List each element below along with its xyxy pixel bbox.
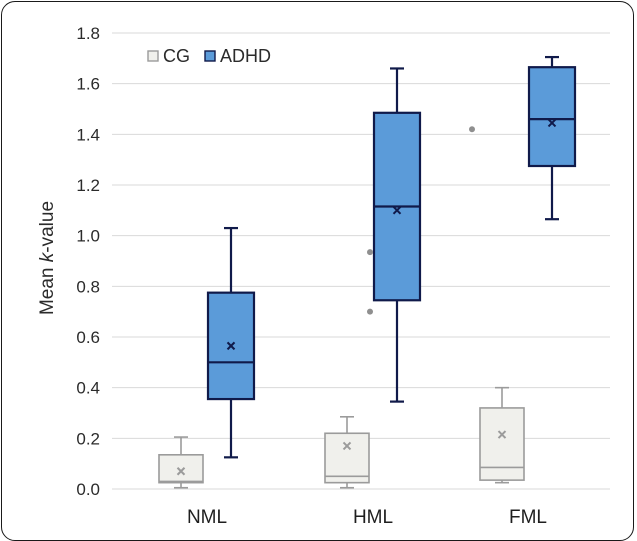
iqr-box bbox=[324, 432, 370, 484]
y-tick-label: 0.6 bbox=[76, 328, 100, 347]
box-cg-fml bbox=[469, 126, 525, 484]
y-tick-label: 1.8 bbox=[76, 24, 100, 43]
mean-marker bbox=[392, 206, 402, 215]
y-tick-label: 0.0 bbox=[76, 480, 100, 499]
mean-marker bbox=[547, 118, 557, 128]
y-tick-label: 1.4 bbox=[76, 125, 100, 144]
y-tick-label: 1.6 bbox=[76, 75, 100, 94]
gridlines bbox=[112, 32, 610, 490]
outlier-point bbox=[367, 249, 373, 256]
x-axis-categories: NML HML FML bbox=[187, 507, 547, 528]
iqr-box bbox=[158, 453, 204, 484]
legend-swatch-adhd bbox=[204, 50, 216, 62]
y-tick-label: 0.4 bbox=[76, 379, 100, 398]
mean-marker bbox=[497, 430, 507, 439]
legend-label-cg: CG bbox=[163, 46, 190, 66]
y-tick-label: 1.2 bbox=[76, 176, 100, 195]
legend-swatch-cg bbox=[147, 50, 159, 62]
mean-marker bbox=[176, 467, 186, 476]
box-adhd-hml bbox=[367, 67, 422, 403]
y-tick-label: 0.2 bbox=[76, 429, 100, 448]
y-tick-label: 1.0 bbox=[76, 227, 100, 246]
x-category-label: HML bbox=[353, 507, 393, 528]
legend-label-adhd: ADHD bbox=[220, 46, 271, 66]
box-plot-chart: 0.0 0.2 0.4 0.6 0.8 1.0 1.2 1.4 1.6 1.8 Mean k-va… bbox=[37, 24, 610, 528]
plot-area bbox=[158, 55, 577, 489]
iqr-box bbox=[527, 66, 577, 168]
y-axis-ticks: 0.0 0.2 0.4 0.6 0.8 1.0 1.2 1.4 1.6 1.8 bbox=[76, 24, 100, 499]
box-cg-hml bbox=[324, 415, 370, 489]
iqr-box bbox=[479, 407, 525, 481]
y-tick-label: 0.8 bbox=[76, 277, 100, 296]
box-adhd-nml bbox=[206, 226, 256, 459]
x-category-label: NML bbox=[187, 507, 227, 528]
outlier-point bbox=[469, 126, 475, 133]
x-category-label: FML bbox=[509, 507, 547, 528]
y-axis-label: Mean k-value bbox=[37, 201, 58, 315]
legend: CG ADHD bbox=[147, 46, 271, 66]
box-cg-nml bbox=[158, 436, 204, 489]
mean-marker bbox=[226, 341, 236, 351]
mean-marker bbox=[342, 441, 352, 451]
outlier-point bbox=[367, 308, 373, 315]
box-adhd-fml bbox=[527, 55, 577, 221]
